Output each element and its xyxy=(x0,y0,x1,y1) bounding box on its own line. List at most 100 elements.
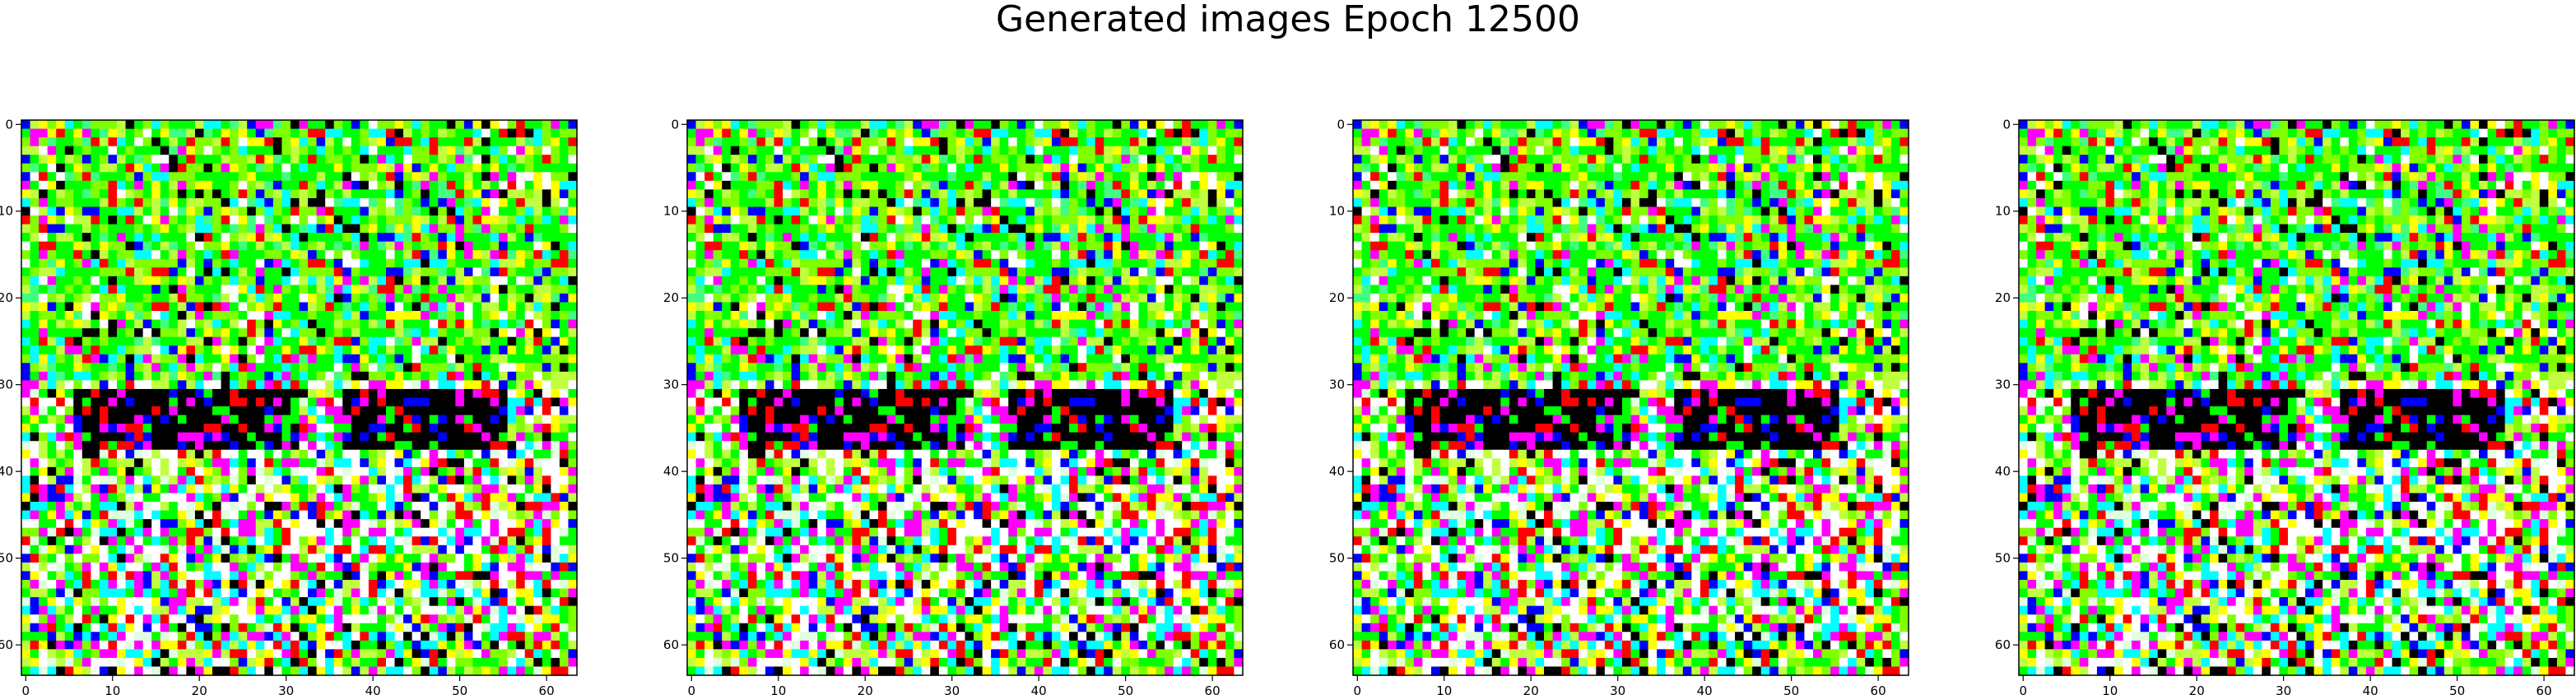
pixel-cell xyxy=(472,397,482,407)
pixel-cell xyxy=(134,311,144,321)
pixel-cell xyxy=(895,215,905,225)
pixel-cell xyxy=(808,163,818,173)
pixel-cell xyxy=(516,354,526,364)
pixel-cell xyxy=(472,388,482,399)
pixel-cell xyxy=(151,206,161,216)
pixel-cell xyxy=(91,484,100,494)
pixel-cell xyxy=(47,363,57,373)
pixel-cell xyxy=(194,224,205,234)
pixel-cell xyxy=(333,605,343,615)
pixel-cell xyxy=(991,197,1001,208)
pixel-cell xyxy=(1095,146,1104,155)
pixel-cell xyxy=(481,449,491,459)
pixel-cell xyxy=(238,502,248,512)
pixel-cell xyxy=(308,449,318,459)
pixel-cell xyxy=(56,554,66,563)
pixel-cell xyxy=(1216,128,1226,138)
pixel-cell xyxy=(290,285,300,294)
pixel-cell xyxy=(991,206,1001,216)
pixel-cell xyxy=(394,588,404,598)
pixel-cell xyxy=(1173,120,1183,130)
pixel-cell xyxy=(186,554,196,563)
pixel-cell xyxy=(730,189,740,199)
pixel-cell xyxy=(99,666,109,676)
pixel-cell xyxy=(559,189,570,199)
pixel-cell xyxy=(568,155,578,164)
pixel-cell xyxy=(342,657,352,668)
pixel-cell xyxy=(99,224,109,234)
pixel-cell xyxy=(1121,172,1131,182)
pixel-cell xyxy=(455,441,465,451)
pixel-cell xyxy=(99,267,109,277)
pixel-cell xyxy=(394,424,404,433)
pixel-cell xyxy=(516,180,526,190)
pixel-cell xyxy=(160,258,170,268)
pixel-cell xyxy=(39,215,49,225)
pixel-cell xyxy=(1216,206,1226,216)
pixel-cell xyxy=(73,311,83,321)
pixel-cell xyxy=(255,137,265,147)
pixel-cell xyxy=(108,293,118,303)
pixel-cell xyxy=(142,120,152,130)
pixel-cell xyxy=(212,657,222,668)
pixel-cell xyxy=(160,197,170,208)
pixel-cell xyxy=(221,466,230,477)
pixel-cell xyxy=(421,605,430,615)
pixel-cell xyxy=(99,502,109,512)
pixel-cell xyxy=(1234,197,1244,208)
pixel-cell xyxy=(394,484,404,494)
pixel-cell xyxy=(895,163,905,173)
pixel-cell xyxy=(351,363,360,373)
pixel-cell xyxy=(1234,189,1244,199)
pixel-cell xyxy=(825,120,835,130)
pixel-cell xyxy=(965,128,974,138)
pixel-cell xyxy=(125,206,135,216)
pixel-cell xyxy=(247,502,257,512)
pixel-cell xyxy=(377,155,387,164)
pixel-cell xyxy=(108,475,118,485)
pixel-cell xyxy=(360,475,370,485)
pixel-cell xyxy=(507,189,517,199)
pixel-cell xyxy=(533,354,543,364)
pixel-cell xyxy=(177,233,187,243)
pixel-cell xyxy=(186,632,196,642)
pixel-cell xyxy=(991,120,1001,130)
pixel-cell xyxy=(421,354,430,364)
pixel-cell xyxy=(160,657,170,668)
pixel-cell xyxy=(568,172,578,182)
pixel-cell xyxy=(551,666,560,676)
pixel-cell xyxy=(151,397,161,407)
pixel-cell xyxy=(272,640,283,650)
pixel-cell xyxy=(455,562,465,572)
pixel-cell xyxy=(325,224,335,234)
pixel-cell xyxy=(203,536,213,546)
pixel-cell xyxy=(1138,215,1148,225)
pixel-cell xyxy=(125,233,135,243)
pixel-cell xyxy=(64,345,74,355)
pixel-cell xyxy=(30,163,40,173)
pixel-cell xyxy=(921,180,931,190)
pixel-cell xyxy=(47,233,57,243)
pixel-cell xyxy=(142,137,152,147)
pixel-cell xyxy=(568,293,578,303)
pixel-cell xyxy=(308,666,318,676)
pixel-cell xyxy=(117,206,127,216)
pixel-cell xyxy=(791,206,801,216)
pixel-cell xyxy=(421,397,430,407)
pixel-cell xyxy=(194,180,205,190)
pixel-cell xyxy=(99,371,109,382)
pixel-cell xyxy=(203,319,213,329)
pixel-cell xyxy=(264,449,274,459)
pixel-cell xyxy=(290,640,300,650)
pixel-cell xyxy=(956,197,966,208)
pixel-cell xyxy=(499,388,509,399)
pixel-cell xyxy=(281,258,291,268)
pixel-cell xyxy=(230,285,239,294)
pixel-cell xyxy=(516,432,526,442)
pixel-cell xyxy=(551,588,560,598)
pixel-cell xyxy=(203,605,213,615)
pixel-cell xyxy=(56,276,66,285)
pixel-cell xyxy=(1207,180,1217,190)
pixel-cell xyxy=(551,267,560,277)
pixel-cell xyxy=(368,502,379,512)
